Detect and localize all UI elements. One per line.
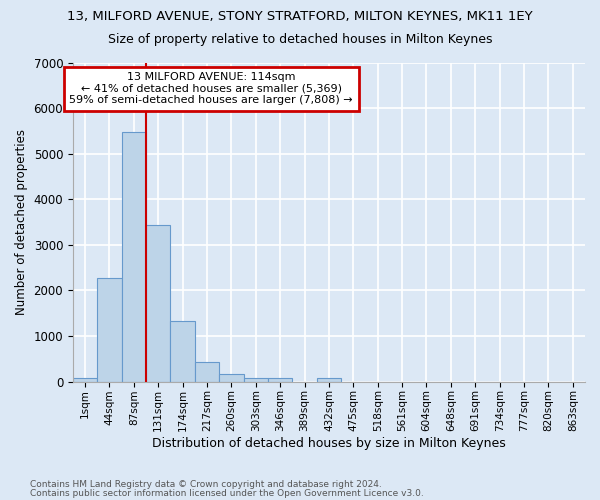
- Text: Contains public sector information licensed under the Open Government Licence v3: Contains public sector information licen…: [30, 489, 424, 498]
- Bar: [97, 278, 122, 382]
- Bar: [268, 378, 292, 382]
- Y-axis label: Number of detached properties: Number of detached properties: [15, 129, 28, 315]
- Text: Contains HM Land Registry data © Crown copyright and database right 2024.: Contains HM Land Registry data © Crown c…: [30, 480, 382, 489]
- Bar: [146, 226, 170, 382]
- Bar: [244, 378, 268, 382]
- Bar: [170, 322, 195, 382]
- X-axis label: Distribution of detached houses by size in Milton Keynes: Distribution of detached houses by size …: [152, 437, 506, 450]
- Text: 13, MILFORD AVENUE, STONY STRATFORD, MILTON KEYNES, MK11 1EY: 13, MILFORD AVENUE, STONY STRATFORD, MIL…: [67, 10, 533, 23]
- Bar: [195, 362, 219, 382]
- Bar: [317, 378, 341, 382]
- Bar: [122, 132, 146, 382]
- Text: Size of property relative to detached houses in Milton Keynes: Size of property relative to detached ho…: [108, 32, 492, 46]
- Bar: [73, 378, 97, 382]
- Text: 13 MILFORD AVENUE: 114sqm
← 41% of detached houses are smaller (5,369)
59% of se: 13 MILFORD AVENUE: 114sqm ← 41% of detac…: [70, 72, 353, 106]
- Bar: [219, 374, 244, 382]
